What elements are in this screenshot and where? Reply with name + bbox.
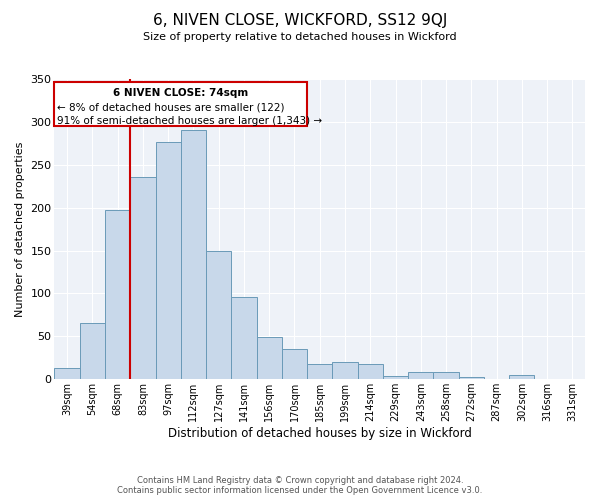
Bar xyxy=(80,324,105,379)
Bar xyxy=(458,378,484,379)
Text: Contains HM Land Registry data © Crown copyright and database right 2024.
Contai: Contains HM Land Registry data © Crown c… xyxy=(118,476,482,495)
X-axis label: Distribution of detached houses by size in Wickford: Distribution of detached houses by size … xyxy=(168,427,472,440)
Bar xyxy=(433,372,458,379)
Bar xyxy=(155,142,181,379)
Text: 91% of semi-detached houses are larger (1,343) →: 91% of semi-detached houses are larger (… xyxy=(58,116,323,126)
Bar xyxy=(383,376,408,379)
Bar xyxy=(206,250,232,379)
Text: 6, NIVEN CLOSE, WICKFORD, SS12 9QJ: 6, NIVEN CLOSE, WICKFORD, SS12 9QJ xyxy=(153,12,447,28)
Bar xyxy=(257,337,282,379)
Bar xyxy=(282,349,307,379)
Text: ← 8% of detached houses are smaller (122): ← 8% of detached houses are smaller (122… xyxy=(58,102,285,113)
Bar xyxy=(105,210,130,379)
Bar xyxy=(181,130,206,379)
Bar xyxy=(408,372,433,379)
Bar xyxy=(55,368,80,379)
Bar xyxy=(509,375,535,379)
Bar xyxy=(358,364,383,379)
Bar xyxy=(232,297,257,379)
Bar xyxy=(332,362,358,379)
Text: Size of property relative to detached houses in Wickford: Size of property relative to detached ho… xyxy=(143,32,457,42)
Y-axis label: Number of detached properties: Number of detached properties xyxy=(15,142,25,317)
Bar xyxy=(307,364,332,379)
Text: 6 NIVEN CLOSE: 74sqm: 6 NIVEN CLOSE: 74sqm xyxy=(113,88,248,98)
Bar xyxy=(130,177,155,379)
